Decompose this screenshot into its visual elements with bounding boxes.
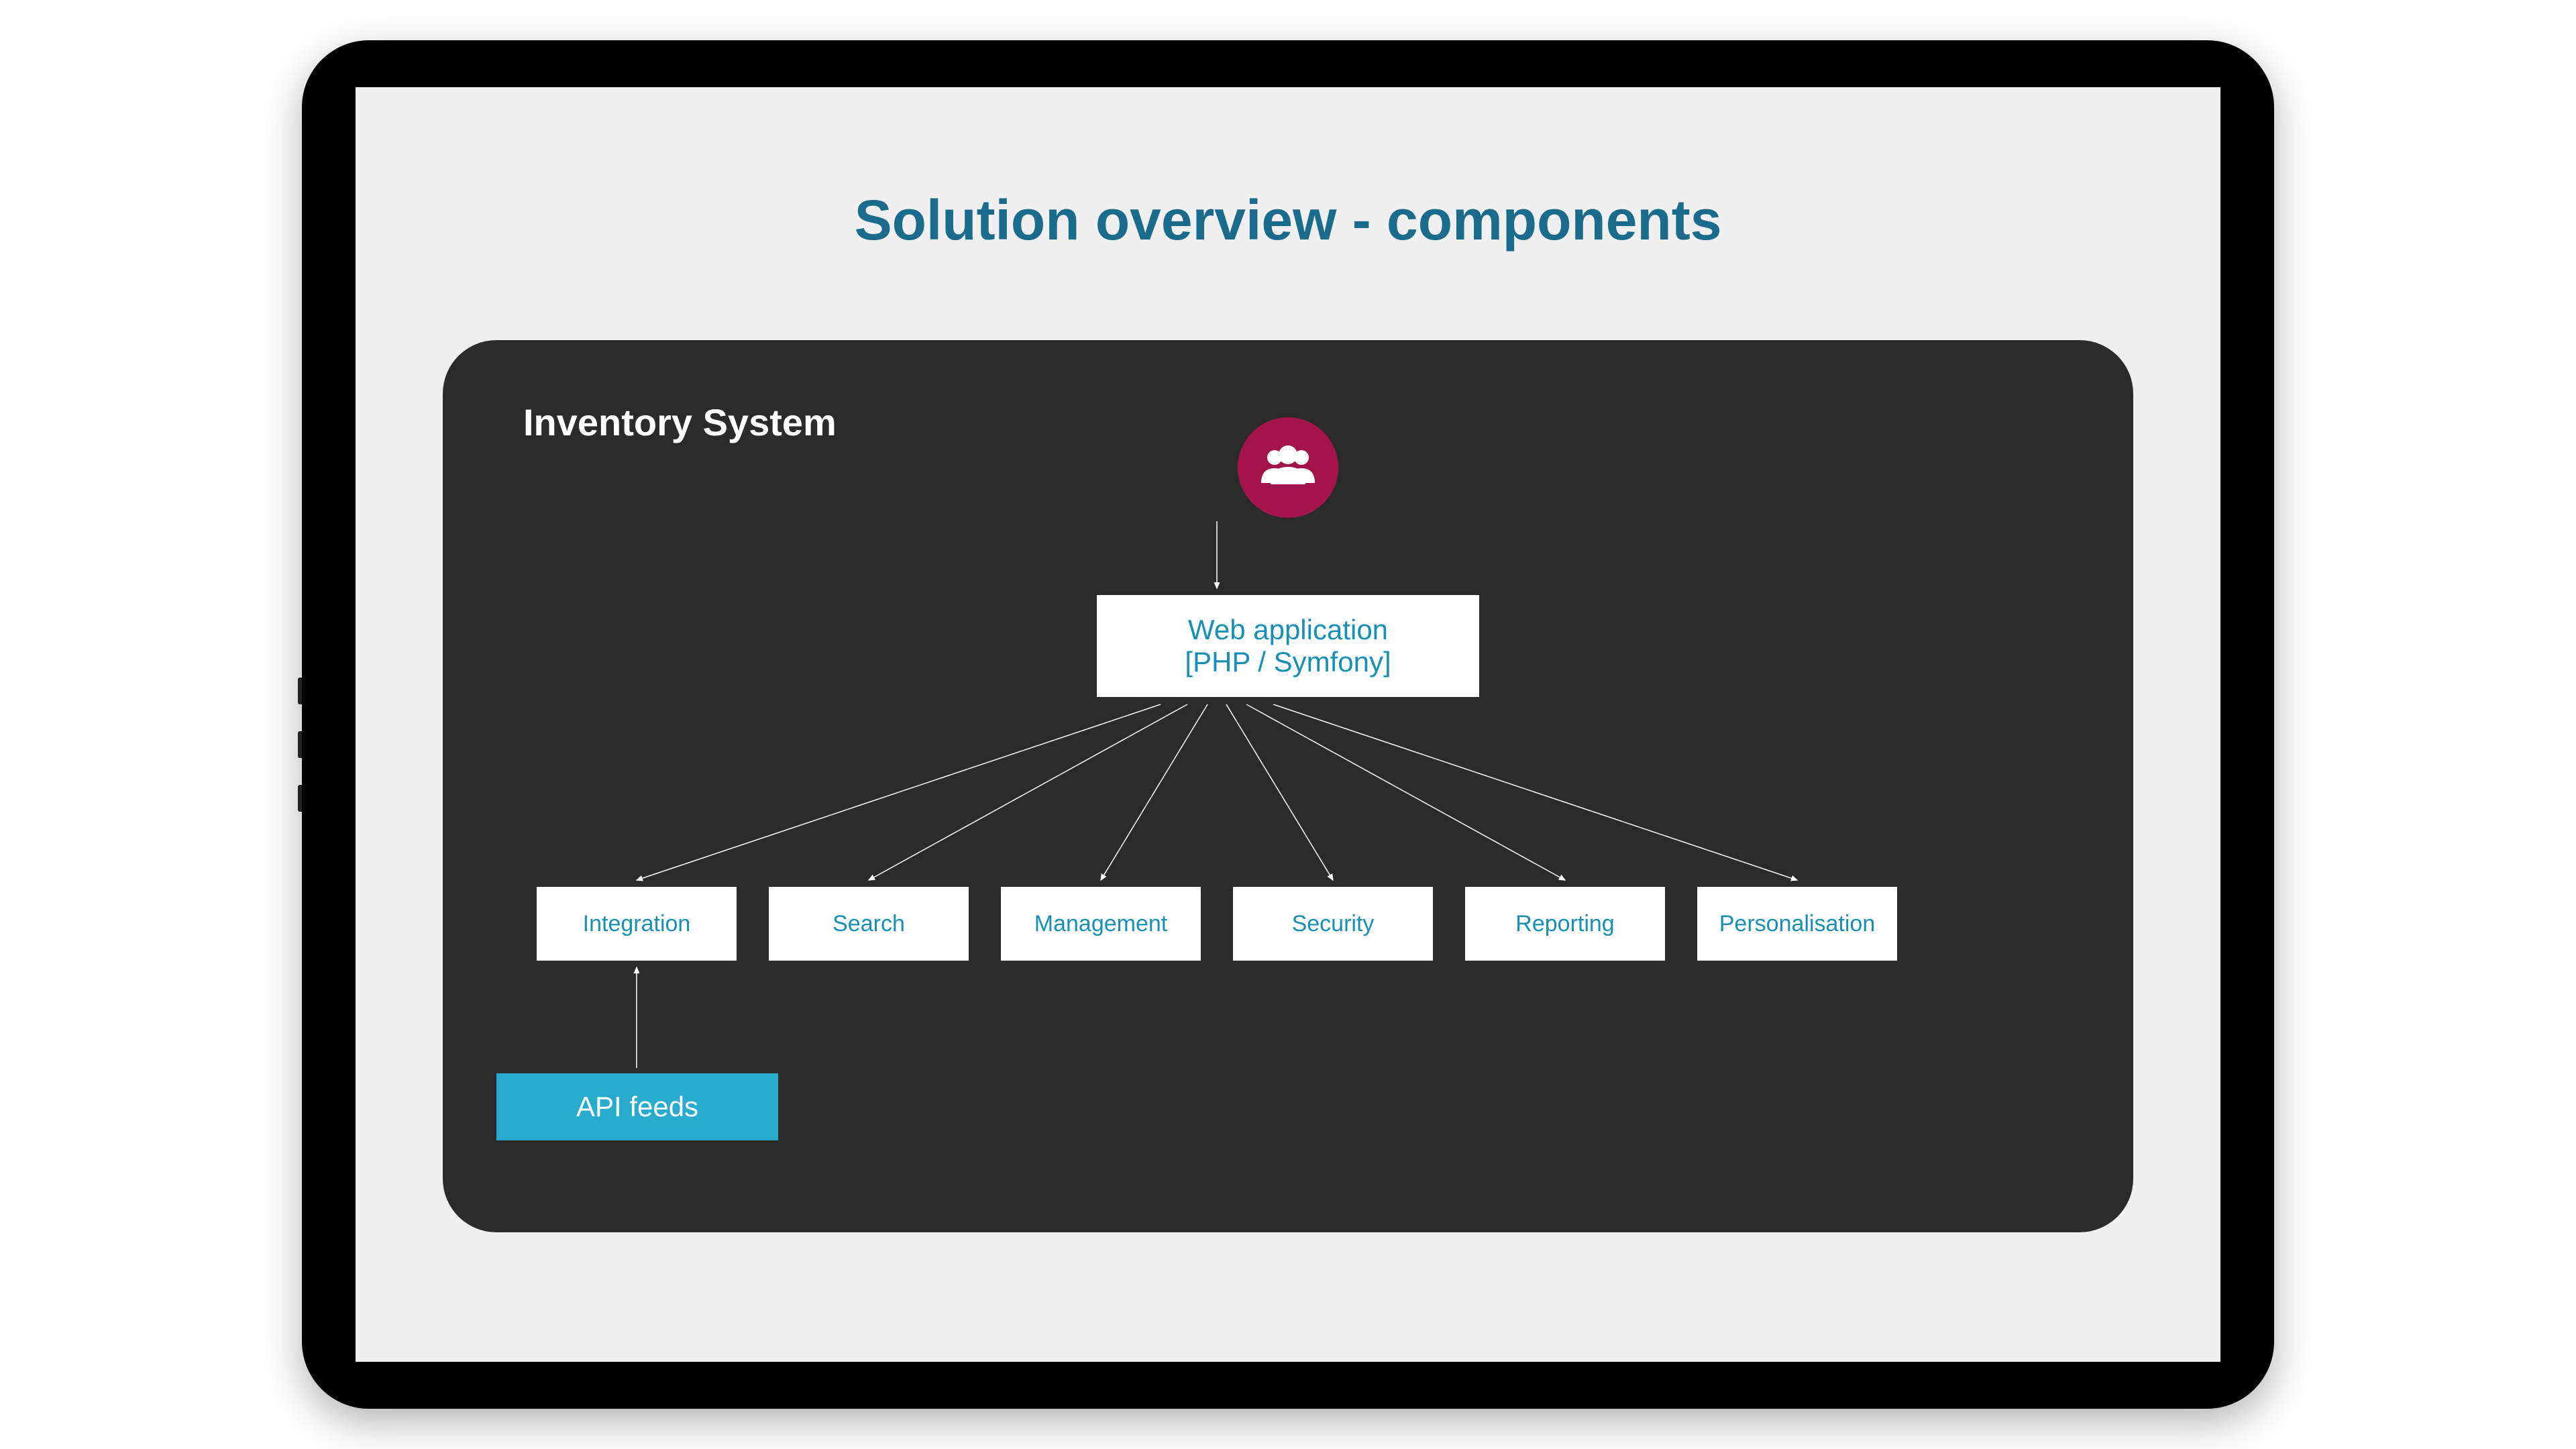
component-label: Management (1034, 911, 1167, 937)
side-button (298, 731, 302, 758)
api-feeds-label: API feeds (576, 1091, 698, 1123)
component-integration: Integration (537, 887, 737, 961)
arrows-layer (523, 458, 1932, 1128)
webapp-node: Web application [PHP / Symfony] (1097, 595, 1479, 697)
component-search: Search (769, 887, 969, 961)
component-label: Personalisation (1719, 911, 1875, 937)
side-button (298, 785, 302, 812)
component-label: Integration (583, 911, 691, 937)
component-management: Management (1001, 887, 1201, 961)
tablet-frame: Solution overview - components Inventory… (302, 40, 2274, 1409)
inventory-panel: Inventory System (443, 340, 2133, 1232)
tablet-screen: Solution overview - components Inventory… (356, 87, 2220, 1362)
tablet-side-buttons (298, 678, 302, 812)
component-label: Search (833, 911, 905, 937)
side-button (298, 678, 302, 704)
users-node (1238, 417, 1338, 518)
component-label: Security (1292, 911, 1375, 937)
component-reporting: Reporting (1465, 887, 1665, 961)
page-title: Solution overview - components (356, 87, 2220, 340)
diagram-area: Web application [PHP / Symfony] Integrat… (523, 458, 2053, 1128)
api-feeds-node: API feeds (496, 1073, 778, 1140)
component-label: Reporting (1515, 911, 1614, 937)
component-security: Security (1233, 887, 1433, 961)
component-personalisation: Personalisation (1697, 887, 1897, 961)
webapp-title: Web application (1117, 614, 1459, 646)
webapp-subtitle: [PHP / Symfony] (1117, 646, 1459, 678)
users-icon (1254, 444, 1322, 491)
